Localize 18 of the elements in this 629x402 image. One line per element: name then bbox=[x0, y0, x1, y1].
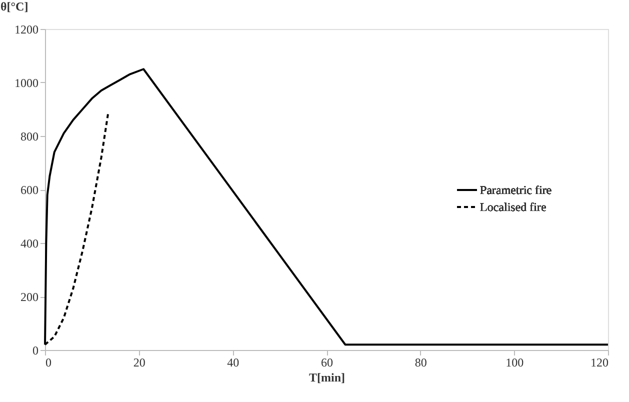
y-axis-title: θ[°C] bbox=[0, 0, 28, 14]
x-axis-title: T[min] bbox=[309, 370, 346, 384]
y-tick-label: 800 bbox=[20, 130, 38, 144]
x-tick-label: 60 bbox=[321, 356, 333, 370]
legend-label: Localised fire bbox=[480, 200, 546, 214]
y-tick-label: 0 bbox=[32, 344, 38, 358]
y-tick-label: 1200 bbox=[14, 22, 38, 36]
x-tick-label: 100 bbox=[506, 356, 524, 370]
y-tick-label: 600 bbox=[20, 183, 38, 197]
x-tick-label: 20 bbox=[133, 356, 146, 370]
x-tick-label: 120 bbox=[590, 356, 608, 370]
y-tick-label: 400 bbox=[20, 236, 38, 250]
y-tick-label: 1000 bbox=[14, 76, 38, 90]
legend-label: Parametric fire bbox=[480, 183, 552, 197]
x-tick-label: 40 bbox=[227, 356, 240, 370]
x-tick-label: 80 bbox=[414, 356, 427, 370]
x-tick-label: 0 bbox=[46, 356, 52, 370]
y-tick-label: 200 bbox=[20, 290, 38, 304]
